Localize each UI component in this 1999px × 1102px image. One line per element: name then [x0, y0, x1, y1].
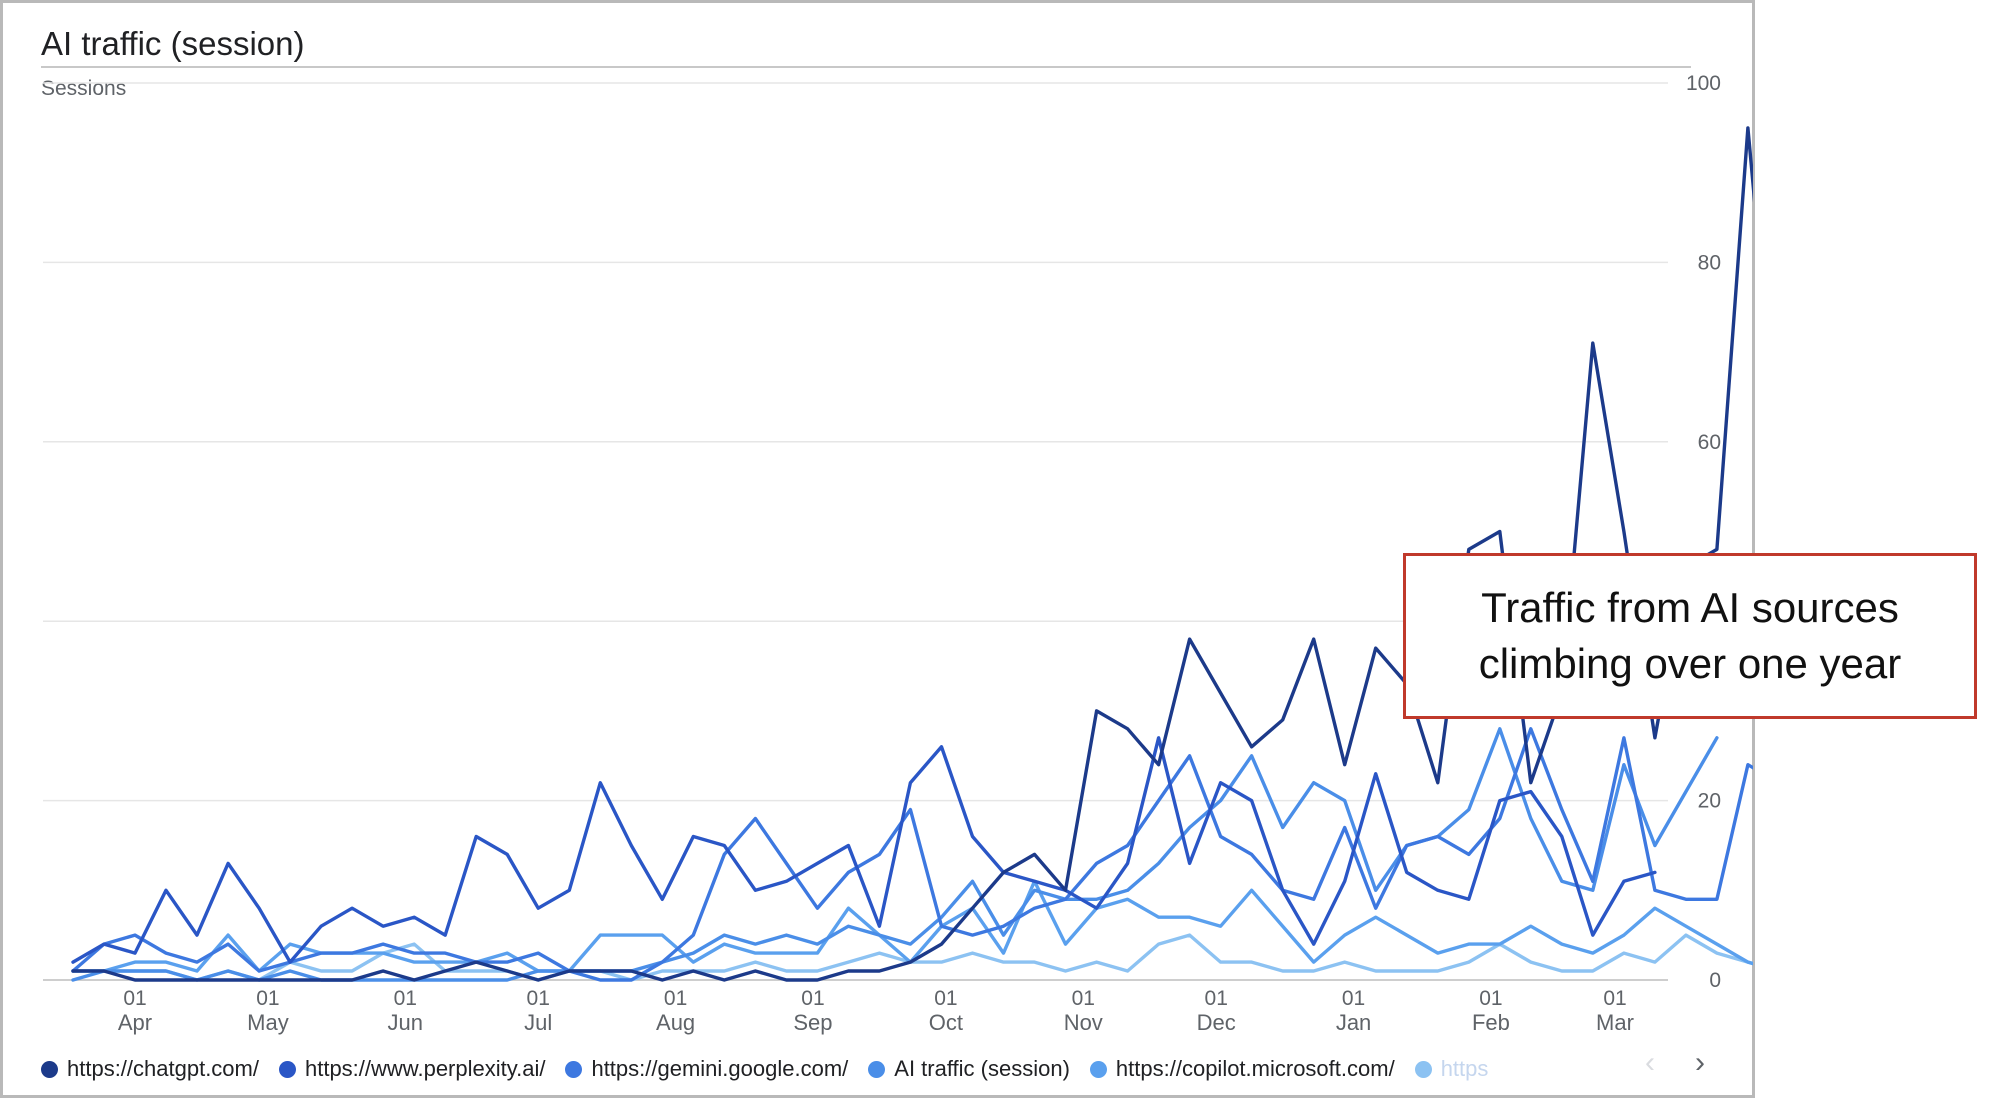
x-tick-day: 01: [1479, 987, 1502, 1010]
x-tick-day: 01: [123, 987, 146, 1010]
legend-swatch: [868, 1060, 886, 1078]
legend-label: https://chatgpt.com/: [67, 1056, 259, 1081]
x-tick-month: May: [247, 1010, 289, 1035]
series-lines: [71, 126, 1753, 982]
x-tick-month: Apr: [118, 1010, 152, 1035]
x-tick-month: Dec: [1197, 1010, 1236, 1035]
x-tick-day: 01: [801, 987, 824, 1010]
legend-label: https: [1440, 1056, 1489, 1081]
x-tick-month: Feb: [1472, 1010, 1510, 1035]
y-tick-label: 0: [1709, 969, 1721, 992]
legend-label: https://copilot.microsoft.com/: [1115, 1056, 1395, 1081]
x-tick-month: Jun: [388, 1010, 423, 1035]
x-tick-day: 01: [256, 987, 279, 1010]
legend-item[interactable]: https: [1414, 1056, 1489, 1082]
y-tick-label: 60: [1698, 431, 1721, 454]
legend-item[interactable]: AI traffic (session): [868, 1056, 1070, 1082]
x-tick-month: Oct: [929, 1010, 963, 1035]
callout-line-2: climbing over one year: [1478, 640, 1902, 687]
legend-label: AI traffic (session): [894, 1056, 1070, 1081]
series-line-2: [71, 736, 1657, 964]
legend: https://chatgpt.com/https://www.perplexi…: [41, 1055, 1651, 1083]
annotation-callout: Traffic from AI sources climbing over on…: [1403, 553, 1977, 719]
legend-item[interactable]: https://copilot.microsoft.com/: [1089, 1056, 1395, 1082]
x-tick-month: Nov: [1064, 1010, 1103, 1035]
y-tick-label: 100: [1686, 72, 1721, 95]
legend-swatch: [565, 1060, 583, 1078]
x-tick-day: 01: [934, 987, 957, 1010]
legend-item[interactable]: https://gemini.google.com/: [565, 1056, 848, 1082]
series-line-5: [71, 879, 1753, 973]
x-tick-day: 01: [394, 987, 417, 1010]
legend-swatch: [1414, 1060, 1432, 1078]
x-tick-day: 01: [527, 987, 550, 1010]
y-tick-label: 20: [1698, 790, 1721, 813]
series-line-1: [71, 126, 1753, 982]
chevron-left-icon[interactable]: ‹: [1645, 1046, 1655, 1079]
series-line-6: [71, 933, 1753, 982]
series-line-3: [71, 727, 1753, 982]
legend-swatch: [41, 1060, 58, 1078]
line-chart: 020406080100 01Apr01May01Jun01Jul01Aug01…: [43, 72, 1753, 1035]
x-axis-labels: 01Apr01May01Jun01Jul01Aug01Sep01Oct01Nov…: [118, 987, 1634, 1035]
x-tick-month: Jul: [524, 1010, 552, 1035]
x-tick-month: Aug: [656, 1010, 695, 1035]
legend-swatch: [278, 1060, 296, 1078]
x-tick-month: Sep: [793, 1010, 832, 1035]
chart-title: AI traffic (session): [41, 25, 305, 62]
chart-card: AI traffic (session) Sessions 0204060801…: [0, 0, 1755, 1098]
x-tick-day: 01: [1205, 987, 1228, 1010]
x-tick-month: Mar: [1596, 1010, 1634, 1035]
legend-swatch: [1089, 1060, 1107, 1078]
chevron-right-icon[interactable]: ›: [1695, 1046, 1705, 1079]
x-tick-day: 01: [1072, 987, 1095, 1010]
y-axis-labels: 020406080100: [1686, 72, 1721, 992]
x-tick-day: 01: [1342, 987, 1365, 1010]
legend-label: https://gemini.google.com/: [591, 1056, 849, 1081]
x-tick-day: 01: [664, 987, 687, 1010]
legend-item[interactable]: https://www.perplexity.ai/: [278, 1056, 546, 1082]
callout-line-1: Traffic from AI sources: [1481, 584, 1899, 631]
x-tick-day: 01: [1603, 987, 1626, 1010]
gridlines: [43, 82, 1668, 981]
title-divider: [41, 66, 1691, 68]
legend-label: https://www.perplexity.ai/: [304, 1056, 546, 1081]
x-tick-month: Jan: [1336, 1010, 1371, 1035]
legend-item[interactable]: https://chatgpt.com/: [41, 1056, 259, 1082]
y-tick-label: 80: [1698, 251, 1721, 274]
